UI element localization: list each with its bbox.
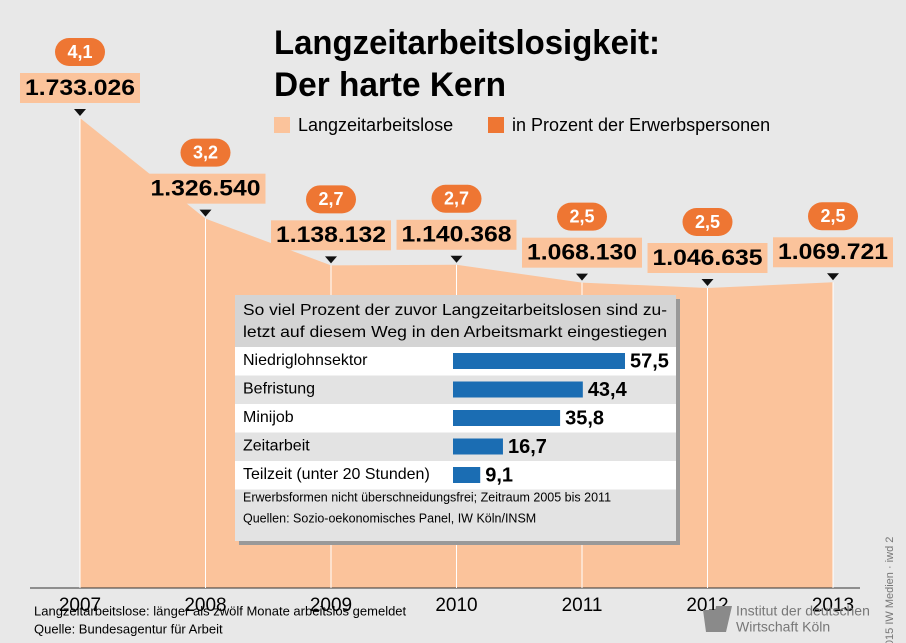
x-tick-label: 2010 xyxy=(435,595,477,616)
pointer xyxy=(199,209,212,217)
category-label: Teilzeit (unter 20 Stunden) xyxy=(243,466,430,483)
bar-value-label: 57,5 xyxy=(630,350,669,372)
x-tick-label: 2007 xyxy=(59,595,101,616)
value-label: 1.069.721 xyxy=(778,239,888,264)
percent-label: 2,5 xyxy=(569,206,594,226)
percent-label: 2,7 xyxy=(318,189,343,209)
inset-note: Erwerbsformen nicht überschneidungsfrei;… xyxy=(243,490,611,504)
value-label-box xyxy=(20,73,140,103)
x-tick-label: 2009 xyxy=(310,595,352,616)
value-label-box xyxy=(396,219,517,250)
pointer xyxy=(576,273,588,281)
value-label: 1.140.368 xyxy=(402,222,512,247)
logo-text: Institut der deutschen xyxy=(736,603,870,619)
percent-label: 2,5 xyxy=(695,212,720,232)
bar-value-label: 16,7 xyxy=(508,436,547,458)
percent-pill xyxy=(306,185,356,214)
logo-text: Wirtschaft Köln xyxy=(736,619,830,635)
category-label: Befristung xyxy=(243,381,315,398)
percent-pill xyxy=(557,202,607,231)
footnote: Langzeitarbeitslose: länger als zwölf Mo… xyxy=(34,603,407,618)
bar xyxy=(453,410,561,426)
x-tick-label: 2008 xyxy=(184,595,226,616)
legend-swatch xyxy=(274,117,290,133)
value-label-box xyxy=(271,220,391,251)
percent-pill xyxy=(180,138,231,167)
value-label-box xyxy=(647,243,768,273)
percent-pill xyxy=(431,184,482,213)
copyright: © 2015 IW Medien · iwd 2 xyxy=(884,537,896,643)
value-label: 1.046.635 xyxy=(653,245,763,270)
percent-label: 2,5 xyxy=(820,206,845,226)
value-label-box xyxy=(145,173,266,204)
value-label: 1.138.132 xyxy=(276,222,386,247)
value-label-box xyxy=(773,237,893,268)
inset-header xyxy=(235,295,676,347)
legend-label: Langzeitarbeitslose xyxy=(298,115,453,135)
category-label: Minijob xyxy=(243,409,294,426)
pointer xyxy=(450,255,463,263)
percent-pill xyxy=(682,208,733,236)
inset-title: So viel Prozent der zuvor Langzeitarbeit… xyxy=(243,302,667,319)
percent-label: 2,7 xyxy=(444,189,469,209)
percent-pill xyxy=(55,38,105,66)
percent-pill xyxy=(808,202,858,231)
pointer xyxy=(74,109,86,116)
value-label: 1.326.540 xyxy=(151,175,261,200)
bar xyxy=(453,381,583,398)
chart-title: Der harte Kern xyxy=(274,66,506,104)
inset-title: letzt auf diesem Weg in den Arbeitsmarkt… xyxy=(243,324,667,341)
pointer xyxy=(701,279,714,286)
inset-note: Quellen: Sozio-oekonomisches Panel, IW K… xyxy=(243,511,536,525)
bar xyxy=(453,353,625,369)
bar-value-label: 35,8 xyxy=(565,407,604,429)
value-label: 1.068.130 xyxy=(527,239,637,264)
footnote: Quelle: Bundesagentur für Arbeit xyxy=(34,621,223,636)
logo-mark xyxy=(703,606,732,632)
category-label: Niedriglohnsektor xyxy=(243,352,368,369)
bar-value-label: 43,4 xyxy=(588,379,628,401)
bar xyxy=(453,467,481,483)
x-tick-label: 2013 xyxy=(812,595,854,616)
chart-title: Langzeitarbeitslosigkeit: xyxy=(274,24,660,62)
percent-label: 4,1 xyxy=(67,42,92,62)
category-label: Zeitarbeit xyxy=(243,438,310,455)
bar xyxy=(453,438,503,455)
value-label-box xyxy=(522,237,642,268)
value-label: 1.733.026 xyxy=(25,75,135,100)
pointer xyxy=(827,273,839,281)
legend-label: in Prozent der Erwerbspersonen xyxy=(512,115,770,135)
percent-label: 3,2 xyxy=(193,142,218,162)
bar-value-label: 9,1 xyxy=(485,464,513,486)
x-tick-label: 2011 xyxy=(562,595,603,616)
legend-swatch xyxy=(488,117,504,133)
pointer xyxy=(325,256,337,264)
